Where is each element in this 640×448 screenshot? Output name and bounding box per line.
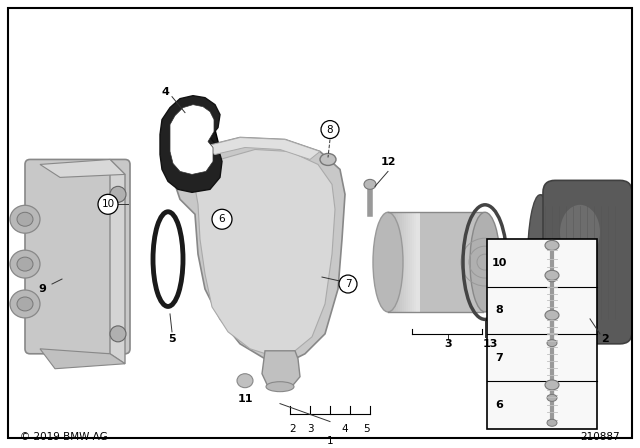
Text: 5: 5 [168,334,176,344]
Text: © 2019 BMW AG: © 2019 BMW AG [20,431,108,442]
Text: 12: 12 [380,157,396,168]
Bar [390,212,394,312]
Ellipse shape [545,241,559,250]
Circle shape [339,275,357,293]
Polygon shape [40,349,125,369]
Ellipse shape [266,382,294,392]
Text: 7: 7 [345,279,351,289]
Circle shape [212,209,232,229]
Ellipse shape [547,394,557,401]
Polygon shape [40,159,125,177]
Ellipse shape [545,310,559,320]
Polygon shape [160,96,222,192]
Circle shape [110,326,126,342]
Ellipse shape [17,297,33,311]
Text: 2: 2 [290,423,296,434]
Text: 6: 6 [219,214,225,224]
Ellipse shape [158,219,178,299]
Bar [396,212,400,312]
Text: 10: 10 [492,258,507,268]
Text: 9: 9 [38,284,46,294]
Ellipse shape [10,250,40,278]
Text: 5: 5 [364,423,371,434]
Bar [540,194,612,329]
Polygon shape [262,351,300,391]
Text: 3: 3 [307,423,314,434]
Text: 4: 4 [161,86,169,97]
Bar [414,212,418,312]
Bar [400,212,404,312]
Bar [412,212,416,312]
FancyBboxPatch shape [543,181,632,344]
Ellipse shape [547,419,557,426]
Text: 210887: 210887 [580,431,620,442]
Ellipse shape [547,275,557,282]
Polygon shape [200,138,320,159]
Bar [408,212,412,312]
Bar [392,212,396,312]
Ellipse shape [237,374,253,388]
Ellipse shape [17,212,33,226]
Text: 13: 13 [483,339,498,349]
Circle shape [321,121,339,138]
Bar [398,212,402,312]
Bar [402,212,406,312]
Ellipse shape [545,270,559,280]
Ellipse shape [10,205,40,233]
Ellipse shape [470,212,500,312]
Ellipse shape [527,195,552,329]
Text: 7: 7 [495,353,503,362]
Bar [388,212,483,312]
Circle shape [110,186,126,202]
Text: 10: 10 [101,199,115,209]
Polygon shape [170,105,214,174]
Bar [410,212,414,312]
Bar [487,239,597,429]
Bar [406,212,410,312]
Bar [404,212,408,312]
Ellipse shape [10,290,40,318]
Bar [388,212,392,312]
Ellipse shape [547,340,557,347]
Bar [394,212,398,312]
Polygon shape [195,150,335,356]
Ellipse shape [560,205,600,259]
Bar [416,212,420,312]
Text: 4: 4 [342,423,348,434]
Ellipse shape [373,212,403,312]
Ellipse shape [545,380,559,390]
Circle shape [98,194,118,214]
Ellipse shape [17,257,33,271]
Text: 2: 2 [601,334,609,344]
Text: 8: 8 [495,305,503,315]
Polygon shape [165,112,220,174]
Text: 1: 1 [326,435,333,445]
Polygon shape [175,138,345,364]
FancyBboxPatch shape [25,159,130,354]
Text: 11: 11 [237,394,253,404]
Text: 6: 6 [495,400,503,410]
Text: 8: 8 [326,125,333,134]
Polygon shape [110,159,125,364]
Text: 3: 3 [444,339,452,349]
Ellipse shape [320,154,336,165]
Ellipse shape [364,179,376,190]
